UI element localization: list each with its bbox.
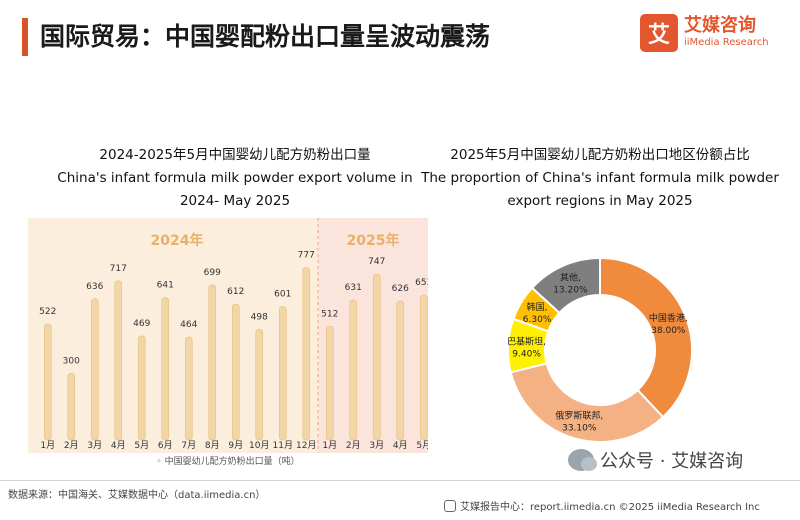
bar — [349, 299, 358, 441]
bar-value-label: 777 — [298, 251, 315, 261]
donut-slice — [599, 256, 693, 419]
slice-label: 韩国, — [527, 301, 548, 313]
bar-value-label: 747 — [368, 257, 385, 267]
bar — [302, 267, 311, 441]
donut-slice — [530, 256, 601, 315]
logo-name-cn: 艾媒咨询 — [684, 15, 756, 36]
slice-label: 中国香港, — [649, 312, 688, 324]
group-label: 2025年 — [347, 232, 400, 249]
donut-chart-title: 2025年5月中国婴幼儿配方奶粉出口地区份额占比 The proportion … — [420, 144, 780, 213]
x-tick-label: 3月 — [369, 440, 384, 451]
bar — [43, 323, 52, 441]
bar — [67, 373, 76, 441]
brand-logo: 艾 艾媒咨询 iiMedia Research — [640, 14, 769, 52]
logo-icon: 艾 — [640, 14, 678, 52]
bar-chart-title: 2024-2025年5月中国婴幼儿配方奶粉出口量 China's infant … — [50, 144, 420, 213]
logo-name-en: iiMedia Research — [684, 37, 769, 48]
bar-value-label: 300 — [63, 356, 80, 366]
bar — [419, 294, 428, 441]
slice-value-label: 6.30% — [523, 315, 552, 325]
bar-chart-title-cn: 2024-2025年5月中国婴幼儿配方奶粉出口量 — [99, 147, 371, 163]
bar — [90, 298, 99, 441]
bar — [114, 280, 123, 441]
bar-legend: ◦ 中国婴幼儿配方奶粉出口量（吨） — [156, 455, 299, 467]
x-tick-label: 6月 — [158, 440, 173, 451]
page-title: 国际贸易：中国婴配粉出口量呈波动震荡 — [40, 22, 491, 51]
bar-value-label: 469 — [133, 319, 150, 329]
footer-divider — [0, 480, 800, 481]
title-accent-bar — [22, 18, 28, 56]
footer-credit: 艾媒报告中心：report.iimedia.cn ©2025 iiMedia R… — [444, 498, 760, 513]
x-tick-label: 1月 — [40, 440, 55, 451]
x-tick-label: 11月 — [273, 440, 293, 451]
x-tick-label: 2月 — [346, 440, 361, 451]
bar — [325, 326, 334, 441]
bar — [255, 329, 264, 441]
bar-value-label: 699 — [204, 268, 221, 278]
slice-label: 其他, — [560, 272, 581, 284]
x-tick-label: 2月 — [64, 440, 79, 451]
x-tick-label: 9月 — [228, 440, 243, 451]
x-tick-label: 8月 — [205, 440, 220, 451]
x-tick-label: 3月 — [87, 440, 102, 451]
bar-value-label: 464 — [180, 320, 197, 330]
footer-credit-text: 艾媒报告中心：report.iimedia.cn ©2025 iiMedia R… — [460, 502, 760, 513]
bar-value-label: 626 — [392, 284, 409, 294]
donut-chart-title-cn: 2025年5月中国婴幼儿配方奶粉出口地区份额占比 — [450, 147, 750, 163]
bar — [161, 297, 170, 441]
bar-value-label: 717 — [110, 264, 127, 274]
watermark-text: 公众号 · 艾媒咨询 — [600, 451, 744, 472]
slice-value-label: 9.40% — [512, 349, 541, 359]
donut-chart-title-en-2: export regions in May 2025 — [507, 193, 693, 209]
slice-value-label: 38.00% — [651, 326, 686, 336]
bar — [372, 273, 381, 441]
bar-chart-title-en: China's infant formula milk powder expor… — [57, 170, 413, 209]
bar — [137, 335, 146, 441]
x-tick-label: 5月 — [134, 440, 149, 451]
wechat-icon — [568, 449, 597, 471]
x-tick-label: 10月 — [249, 440, 269, 451]
slice-value-label: 13.20% — [553, 286, 588, 296]
bar-value-label: 601 — [274, 290, 291, 300]
data-source: 数据来源：中国海关、艾媒数据中心（data.iimedia.cn） — [8, 490, 266, 501]
bar-value-label: 498 — [251, 312, 268, 322]
bar-value-label: 636 — [86, 282, 103, 292]
bar — [278, 306, 287, 441]
bar-value-label: 512 — [321, 309, 338, 319]
x-tick-label: 4月 — [111, 440, 126, 451]
x-tick-label: 1月 — [322, 440, 337, 451]
slice-label: 巴基斯坦, — [507, 335, 546, 347]
donut-slice — [509, 362, 665, 443]
slice-value-label: 33.10% — [562, 424, 597, 434]
bar — [184, 336, 193, 441]
bar-value-label: 653 — [415, 278, 428, 288]
slice-label: 俄罗斯联邦, — [555, 410, 603, 422]
bar-value-label: 522 — [39, 307, 56, 317]
bar-value-label: 641 — [157, 281, 174, 291]
x-tick-label: 5月 — [416, 440, 428, 451]
bar-value-label: 631 — [345, 283, 362, 293]
x-tick-label: 12月 — [296, 440, 316, 451]
bar-value-label: 612 — [227, 287, 244, 297]
bar — [231, 303, 240, 441]
x-tick-label: 7月 — [181, 440, 196, 451]
wechat-watermark: 公众号 · 艾媒咨询 — [568, 447, 743, 473]
donut-chart-title-en-1: The proportion of China's infant formula… — [421, 170, 779, 186]
export-volume-bar-chart: 2024年 2025年 522 1月 300 2月 636 3月 717 4月 469 5月 641 6月… — [28, 218, 428, 467]
bar — [208, 284, 217, 441]
export-region-donut-chart: 中国香港, 38.00% 俄罗斯联邦, 33.10% 巴基斯坦, 9.40% 韩国, 6.30… — [507, 256, 693, 443]
background-2024 — [28, 218, 318, 453]
x-tick-label: 4月 — [393, 440, 408, 451]
group-label: 2024年 — [151, 232, 204, 249]
report-icon — [444, 499, 456, 512]
bar — [396, 300, 405, 441]
